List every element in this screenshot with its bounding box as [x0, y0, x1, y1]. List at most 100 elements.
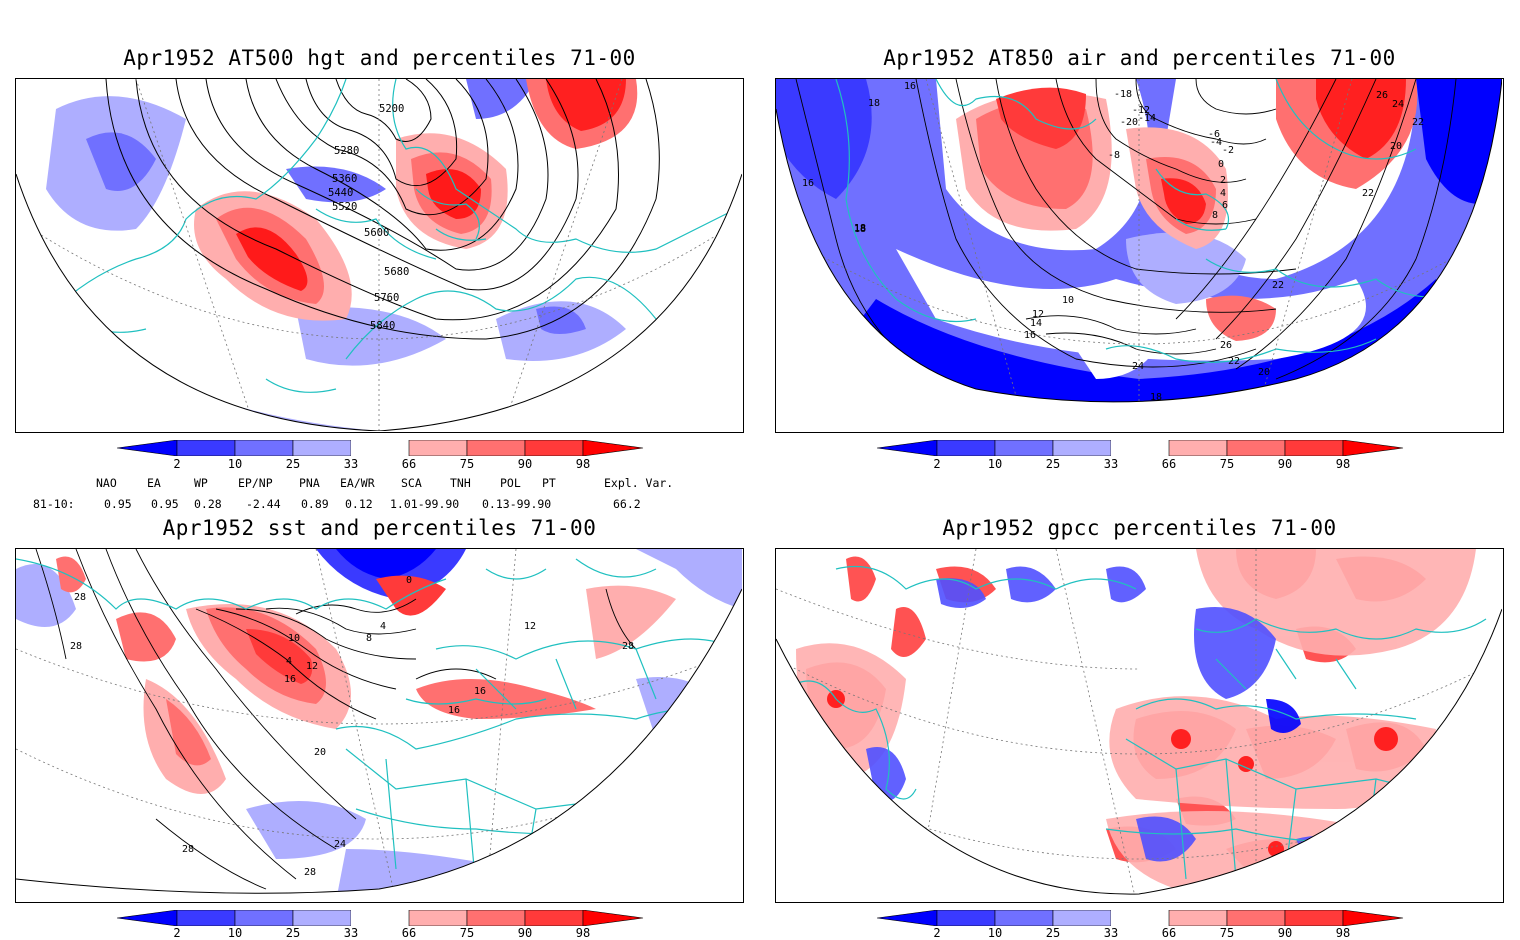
colorbar-br: 2 10 25 33 66 75 90 98: [876, 909, 1407, 940]
map-panel-gpcc: [775, 548, 1504, 903]
contour-label: 22: [1412, 117, 1424, 128]
contour-label: 10: [1062, 295, 1074, 306]
map-panel-850air: 18 16 18 18 16 18 -18 -20 -14 -12 -6 -4 …: [775, 78, 1504, 433]
colorbar-tick: 25: [1045, 926, 1061, 940]
colorbar-tick: 2: [933, 926, 941, 940]
contour-label: -8: [1108, 150, 1120, 161]
colorbar-tick: 33: [1103, 457, 1119, 471]
contour-label: 28: [304, 867, 316, 878]
contour-label: 20: [314, 747, 326, 758]
index-value: 0.28: [194, 497, 222, 511]
contour-label: 4: [380, 621, 386, 632]
contour-label: 22: [1228, 356, 1240, 367]
contour-label: 5760: [374, 292, 399, 304]
contour-label: 22: [1362, 188, 1374, 199]
index-header-row: NAO EA WP EP/NP PNA EA/WR SCA TNH POL PT…: [0, 476, 760, 490]
colorbar-tick: 2: [173, 926, 181, 940]
colorbar-tl: 2 10 25 33 66 75 90 98: [116, 439, 647, 471]
contour-label: 4: [286, 656, 292, 667]
colorbar-tick: 98: [575, 457, 591, 471]
contour-label: 12: [306, 661, 318, 672]
colorbar-tick: 66: [401, 457, 417, 471]
colorbar-tick: 33: [343, 926, 359, 940]
contour-label: 12: [1032, 309, 1044, 320]
contour-label: 5280: [334, 145, 359, 157]
contour-label: 18: [868, 98, 880, 109]
index-header: WP: [194, 476, 208, 490]
colorbar-tick: 90: [1277, 457, 1293, 471]
index-header: EP/NP: [238, 476, 273, 490]
colorbar-tr: 2 10 25 33 66 75 90 98: [876, 439, 1407, 471]
map-panel-sst: 28 28 10 4 8 4 12 16 0 12 16 16 20 24 28…: [15, 548, 744, 903]
contour-label: 8: [366, 633, 372, 644]
contour-label: 24: [1392, 99, 1404, 110]
colorbar-tick: 75: [1219, 457, 1235, 471]
colorbar-tick: 75: [1219, 926, 1235, 940]
contour-label: -20: [1120, 117, 1138, 128]
contour-label: 18: [854, 223, 866, 234]
colorbar-tick: 10: [227, 457, 243, 471]
contour-label: 10: [288, 633, 300, 644]
colorbar-tick: 75: [459, 457, 475, 471]
contour-label: 5840: [370, 320, 395, 332]
contour-label: -14: [1138, 113, 1156, 124]
colorbar-tick: 10: [987, 457, 1003, 471]
contour-label: -6: [1208, 129, 1220, 140]
contour-label: 16: [802, 178, 814, 189]
contour-label: 16: [474, 686, 486, 697]
contour-label: 5440: [328, 187, 353, 199]
index-value: -2.44: [246, 497, 281, 511]
panel-title-bl: Apr1952 sst and percentiles 71-00: [162, 516, 597, 540]
contour-label: -2: [1222, 145, 1234, 156]
contour-label: 22: [1272, 280, 1284, 291]
contour-label: 5520: [332, 201, 357, 213]
colorbar-tick: 10: [227, 926, 243, 940]
colorbar-tick: 90: [1277, 926, 1293, 940]
panel-title-br: Apr1952 gpcc percentiles 71-00: [942, 516, 1337, 540]
colorbar-tick: 98: [1335, 926, 1351, 940]
colorbar-tick: 10: [987, 926, 1003, 940]
colorbar-tick: 90: [517, 457, 533, 471]
contour-label: 5680: [384, 266, 409, 278]
contour-label: 28: [74, 592, 86, 603]
contour-label: 16: [448, 705, 460, 716]
index-header: Expl. Var.: [604, 476, 674, 490]
contour-label: -4: [1210, 137, 1222, 148]
colorbar-tick: 66: [1161, 457, 1177, 471]
panel-title-tl: Apr1952 AT500 hgt and percentiles 71-00: [123, 46, 636, 70]
contour-label: 28: [70, 641, 82, 652]
contour-label: 12: [524, 621, 536, 632]
index-header: NAO: [96, 476, 117, 490]
colorbar-bl: 2 10 25 33 66 75 90 98: [116, 909, 647, 940]
index-value-row: 81-10: 0.95 0.95 0.28 -2.44 0.89 0.12 1.…: [0, 497, 760, 511]
colorbar-tick: 98: [575, 926, 591, 940]
colorbar-tick: 25: [1045, 457, 1061, 471]
index-value: 0.13-99.90: [482, 497, 552, 511]
index-header: PNA: [299, 476, 320, 490]
map-panel-500hgt: 5200 5280 5360 5440 5520 5600 5680 5760 …: [15, 78, 744, 433]
index-header: EA: [147, 476, 161, 490]
contour-label: -18: [1114, 89, 1132, 100]
colorbar-tick: 33: [1103, 926, 1119, 940]
contour-label: -12: [1132, 105, 1150, 116]
contour-label: 4: [1220, 188, 1226, 199]
contour-label: 16: [284, 674, 296, 685]
contour-label: 18: [1150, 392, 1162, 403]
colorbar-tick: 2: [173, 457, 181, 471]
contour-label: 2: [1220, 175, 1226, 186]
panel-title-tr: Apr1952 AT850 air and percentiles 71-00: [883, 46, 1396, 70]
colorbar-tick: 33: [343, 457, 359, 471]
contour-label: 0: [406, 575, 412, 586]
index-value: 66.2: [613, 497, 641, 511]
index-value: 1.01-99.90: [390, 497, 460, 511]
colorbar-tick: 66: [401, 926, 417, 940]
index-value: 0.95: [104, 497, 132, 511]
colorbar-tick: 2: [933, 457, 941, 471]
index-header: TNH: [450, 476, 471, 490]
index-header: PT: [542, 476, 556, 490]
colorbar-tick: 98: [1335, 457, 1351, 471]
colorbar-tick: 25: [285, 926, 301, 940]
index-header: EA/WR: [340, 476, 375, 490]
contour-label: 18: [854, 224, 866, 235]
colorbar-tick: 90: [517, 926, 533, 940]
